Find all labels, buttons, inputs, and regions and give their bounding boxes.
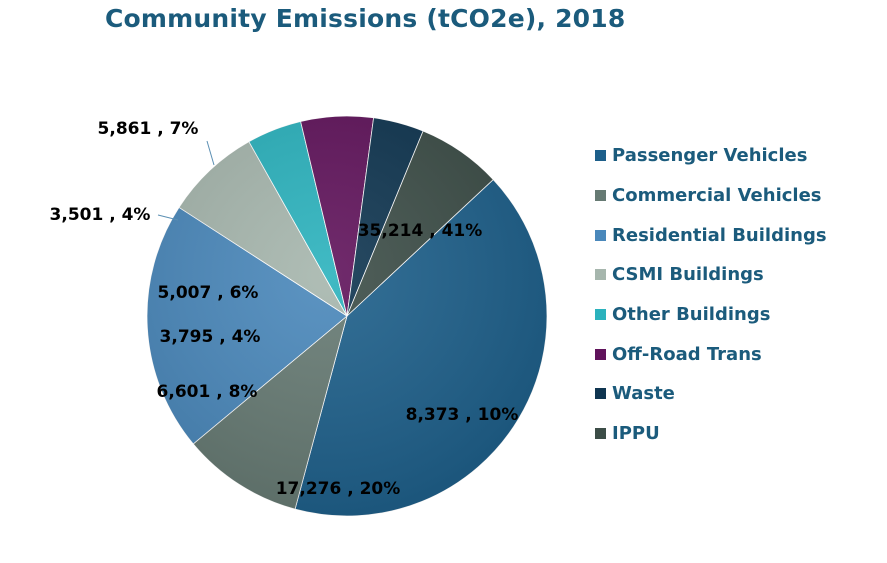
data-label-csmi-buildings: 6,601 , 8% xyxy=(157,382,258,402)
legend-label: Passenger Vehicles xyxy=(612,145,808,167)
legend-label: Waste xyxy=(612,383,675,405)
legend-swatch xyxy=(595,150,606,162)
legend-swatch xyxy=(595,428,606,440)
legend-swatch xyxy=(595,348,606,360)
legend-swatch xyxy=(595,269,606,281)
data-label-waste: 3,501 , 4% xyxy=(50,205,151,225)
legend-item: Passenger Vehicles xyxy=(595,136,827,176)
legend: Passenger Vehicles Commercial Vehicles Res… xyxy=(595,136,827,454)
legend-label: Commercial Vehicles xyxy=(612,185,822,207)
legend-label: Off-Road Trans xyxy=(612,343,762,365)
legend-label: Other Buildings xyxy=(612,304,771,326)
data-label-off-road-trans: 5,007 , 6% xyxy=(158,283,259,303)
legend-swatch xyxy=(595,190,606,202)
legend-label: Residential Buildings xyxy=(612,224,827,246)
legend-swatch xyxy=(595,388,606,400)
legend-item: Other Buildings xyxy=(595,295,827,335)
data-label-residential-buildings: 17,276 , 20% xyxy=(276,479,401,499)
legend-item: CSMI Buildings xyxy=(595,255,827,295)
legend-label: CSMI Buildings xyxy=(612,264,764,286)
legend-swatch xyxy=(595,309,606,321)
data-label-commercial-vehicles: 8,373 , 10% xyxy=(406,405,519,425)
leader-line xyxy=(157,214,179,221)
data-label-ippu: 5,861 , 7% xyxy=(98,119,199,139)
legend-item: IPPU xyxy=(595,414,827,454)
legend-item: Waste xyxy=(595,374,827,414)
legend-item: Off-Road Trans xyxy=(595,334,827,374)
legend-swatch xyxy=(595,229,606,241)
data-label-other-buildings: 3,795 , 4% xyxy=(160,327,261,347)
legend-item: Commercial Vehicles xyxy=(595,176,827,216)
legend-item: Residential Buildings xyxy=(595,215,827,255)
legend-label: IPPU xyxy=(612,423,660,445)
data-label-passenger-vehicles: 35,214 , 41% xyxy=(358,221,483,241)
chart-title: Community Emissions (tCO2e), 2018 xyxy=(105,4,626,33)
leader-line xyxy=(206,140,215,166)
